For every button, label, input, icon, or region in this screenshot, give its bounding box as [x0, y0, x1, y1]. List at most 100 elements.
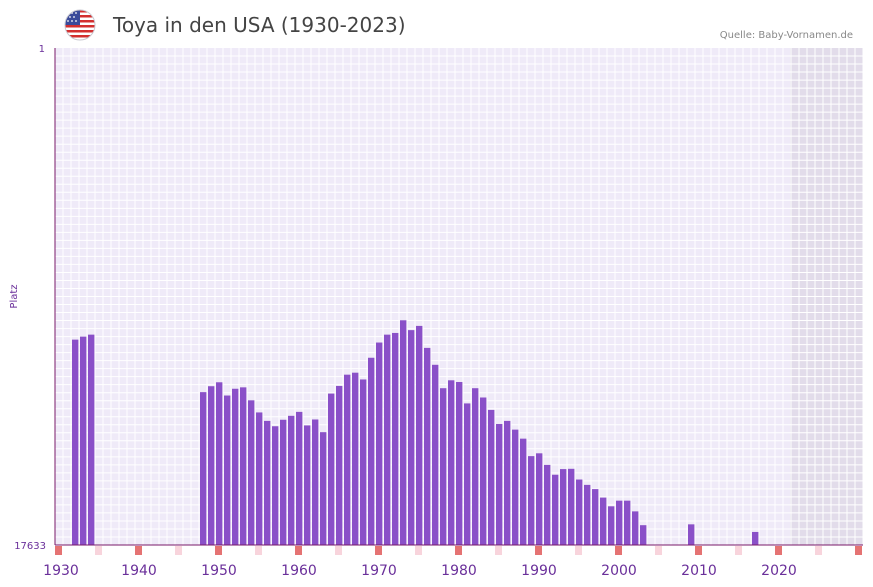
half-decade-marker [335, 546, 342, 555]
bar-1961[interactable] [304, 425, 311, 545]
x-tick-label-2010: 2010 [681, 563, 717, 579]
decade-marker [695, 546, 702, 555]
x-tick-label-1960: 1960 [281, 563, 317, 579]
y-tick-label-bottom: 17633 [14, 541, 46, 552]
bar-1956[interactable] [264, 420, 271, 545]
bar-1993[interactable] [560, 469, 567, 545]
bar-1973[interactable] [400, 320, 407, 545]
bar-1982[interactable] [472, 388, 479, 545]
x-tick-labels: 1930 1940 1950 1960 1970 1980 1990 2000 2010 2020 [43, 563, 797, 579]
bar-1979[interactable] [448, 380, 455, 545]
half-decade-marker [575, 546, 582, 555]
bar-1997[interactable] [592, 489, 599, 545]
x-tick-label-2000: 2000 [601, 563, 637, 579]
half-decade-marker [735, 546, 742, 555]
bar-2000[interactable] [616, 500, 623, 545]
bar-1953[interactable] [240, 387, 247, 545]
bar-1974[interactable] [408, 330, 415, 545]
decade-marker [375, 546, 382, 555]
bar-1950[interactable] [216, 382, 223, 545]
decade-marker [615, 546, 622, 555]
decade-marker [455, 546, 462, 555]
x-tick-label-1970: 1970 [361, 563, 397, 579]
x-tick-label-1980: 1980 [441, 563, 477, 579]
bar-1995[interactable] [576, 479, 583, 545]
bar-1971[interactable] [384, 334, 391, 545]
bar-1964[interactable] [328, 393, 335, 545]
decade-marker [135, 546, 142, 555]
bar-1987[interactable] [512, 429, 519, 545]
bar-1989[interactable] [528, 456, 535, 545]
y-axis-label: Platz [9, 284, 20, 308]
half-decade-marker [255, 546, 262, 555]
bar-1999[interactable] [608, 506, 615, 545]
bar-1996[interactable] [584, 484, 591, 545]
bar-1976[interactable] [424, 347, 431, 545]
bar-1992[interactable] [552, 474, 559, 545]
bar-1998[interactable] [600, 497, 607, 545]
bar-1960[interactable] [296, 411, 303, 545]
bar-1957[interactable] [272, 426, 279, 545]
bar-1975[interactable] [416, 325, 423, 545]
source-label: Quelle: Baby-Vornamen.de [719, 30, 853, 41]
half-decade-marker [655, 546, 662, 555]
x-tick-label-2020: 2020 [761, 563, 797, 579]
bar-1967[interactable] [352, 372, 359, 545]
x-tick-label-1940: 1940 [121, 563, 157, 579]
bar-1962[interactable] [312, 419, 319, 545]
bar-1991[interactable] [544, 464, 551, 545]
bar-1955[interactable] [256, 412, 263, 545]
decade-marker [295, 546, 302, 555]
bar-1988[interactable] [520, 438, 527, 545]
bar-1948[interactable] [200, 392, 207, 545]
x-tick-label-1990: 1990 [521, 563, 557, 579]
bar-1933[interactable] [80, 336, 87, 545]
bar-1969[interactable] [368, 357, 375, 545]
year-markers [55, 546, 862, 555]
bar-1954[interactable] [248, 400, 255, 545]
half-decade-marker [415, 546, 422, 555]
grid-lines [54, 48, 864, 545]
bar-1949[interactable] [208, 386, 215, 545]
bar-1951[interactable] [224, 395, 231, 545]
decade-marker [535, 546, 542, 555]
bar-1980[interactable] [456, 381, 463, 545]
x-tick-label-1950: 1950 [201, 563, 237, 579]
bar-1983[interactable] [480, 397, 487, 545]
half-decade-marker [815, 546, 822, 555]
bar-1978[interactable] [440, 388, 447, 545]
bar-1934[interactable] [88, 334, 95, 545]
bar-1977[interactable] [432, 364, 439, 545]
bar-1994[interactable] [568, 468, 575, 545]
bar-1932[interactable] [72, 339, 79, 545]
bar-1985[interactable] [496, 423, 503, 545]
bar-2009[interactable] [688, 524, 695, 545]
bar-1990[interactable] [536, 453, 543, 545]
half-decade-marker [495, 546, 502, 555]
chart-title: Toya in den USA (1930-2023) [113, 13, 406, 37]
bar-1968[interactable] [360, 379, 367, 545]
bar-1958[interactable] [280, 419, 287, 545]
bar-1984[interactable] [488, 409, 495, 545]
bar-1963[interactable] [320, 432, 327, 545]
decade-marker [855, 546, 862, 555]
bar-1966[interactable] [344, 374, 351, 545]
bar-1981[interactable] [464, 403, 471, 545]
bar-2002[interactable] [632, 511, 639, 545]
bar-2003[interactable] [640, 525, 647, 545]
bar-2001[interactable] [624, 500, 631, 545]
bar-1970[interactable] [376, 342, 383, 545]
bar-1986[interactable] [504, 420, 511, 545]
bars-group [72, 320, 759, 545]
bar-1972[interactable] [392, 332, 399, 545]
decade-marker [775, 546, 782, 555]
bar-1952[interactable] [232, 388, 239, 545]
bar-2017[interactable] [752, 531, 759, 545]
y-tick-label-top: 1 [39, 44, 45, 55]
x-tick-label-1930: 1930 [43, 563, 79, 579]
bar-1965[interactable] [336, 385, 343, 545]
bar-1959[interactable] [288, 415, 295, 545]
decade-marker [55, 546, 62, 555]
half-decade-marker [175, 546, 182, 555]
